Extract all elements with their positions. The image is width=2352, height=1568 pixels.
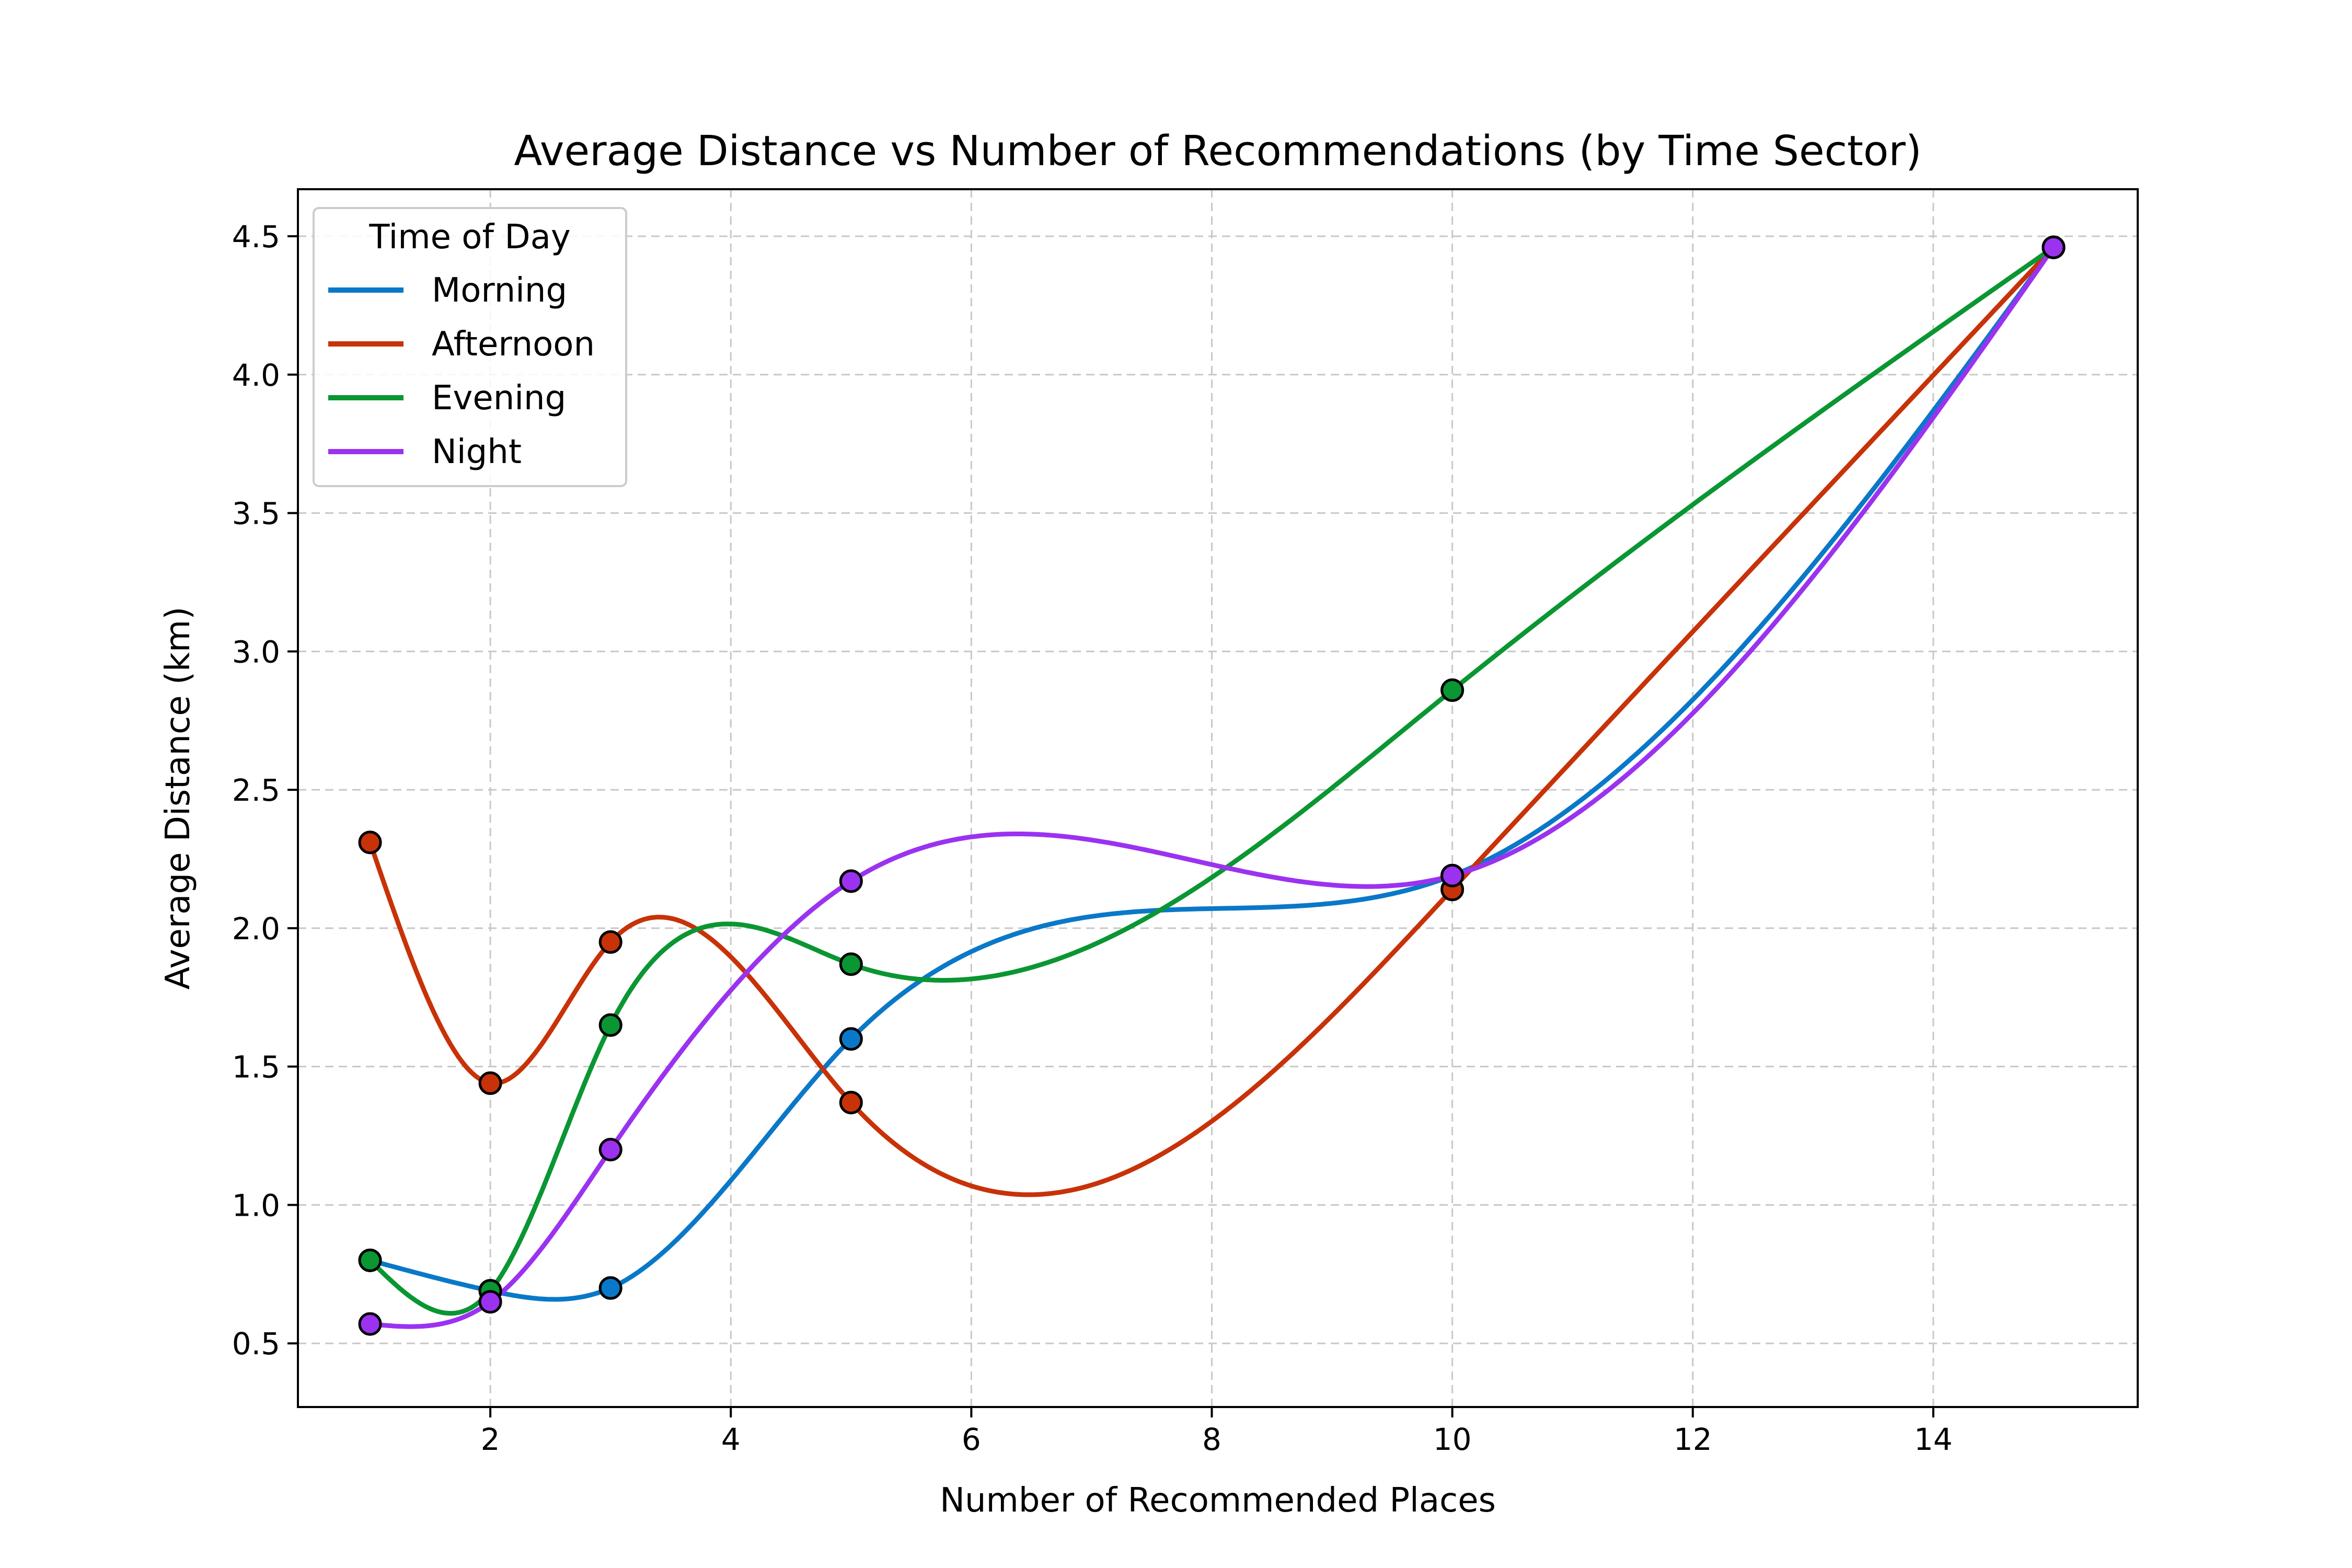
series-lines — [367, 245, 2056, 1329]
data-point-night — [478, 1290, 502, 1314]
x-tick-label: 8 — [1202, 1422, 1221, 1457]
y-tick-label: 0.5 — [232, 1326, 280, 1362]
legend-box — [313, 207, 627, 487]
legend-label-afternoon: Afternoon — [432, 325, 595, 364]
x-tick-label: 6 — [962, 1422, 981, 1457]
data-point-evening — [358, 1248, 382, 1272]
data-point-morning — [598, 1276, 622, 1300]
y-tick-label: 1.0 — [232, 1187, 280, 1223]
data-point-afternoon — [598, 930, 622, 954]
series-line-afternoon — [367, 245, 2056, 1197]
legend: Time of Day Morning Afternoon Evening Night — [313, 207, 627, 487]
legend-items: Morning Afternoon Evening Night — [328, 271, 595, 471]
data-point-morning — [839, 1027, 863, 1051]
x-tick-label: 12 — [1674, 1422, 1712, 1457]
data-point-evening — [1440, 678, 1465, 702]
data-point-night — [358, 1312, 382, 1336]
plot-frame — [297, 188, 2139, 1408]
x-tick-label: 2 — [481, 1422, 500, 1457]
y-tick-label: 2.0 — [232, 911, 280, 947]
y-tick-label: 1.5 — [232, 1050, 280, 1085]
data-point-night — [1440, 863, 1465, 887]
data-point-evening — [598, 1013, 622, 1037]
y-tick-label: 2.5 — [232, 773, 280, 808]
y-tick-label: 4.5 — [232, 219, 280, 255]
series-line-morning — [367, 245, 2056, 1302]
x-tick-label: 4 — [721, 1422, 741, 1457]
chart-title: Average Distance vs Number of Recommenda… — [514, 127, 1921, 175]
data-point-evening — [839, 952, 863, 976]
y-axis-ticks: 0.5 1.0 1.5 2.0 2.5 3.0 3.5 4.0 4.5 — [232, 219, 298, 1362]
y-axis-label: Average Distance (km) — [159, 607, 198, 990]
data-point-night — [2042, 235, 2066, 259]
legend-label-evening: Evening — [432, 379, 566, 418]
legend-label-night: Night — [432, 433, 522, 471]
x-axis-ticks: 2 4 6 8 10 12 14 — [481, 1407, 1953, 1457]
data-point-night — [598, 1138, 622, 1162]
data-point-night — [839, 869, 863, 893]
x-tick-label: 10 — [1433, 1422, 1472, 1457]
x-tick-label: 14 — [1914, 1422, 1953, 1457]
series-line-evening — [367, 245, 2056, 1316]
data-point-afternoon — [358, 831, 382, 855]
y-tick-label: 3.5 — [232, 496, 280, 532]
legend-label-morning: Morning — [432, 271, 567, 310]
legend-title: Time of Day — [368, 218, 570, 257]
series-line-night — [367, 245, 2056, 1329]
x-axis-label: Number of Recommended Places — [940, 1481, 1496, 1520]
y-tick-label: 4.0 — [232, 358, 280, 393]
series-markers — [358, 235, 2066, 1336]
data-point-afternoon — [839, 1091, 863, 1114]
y-tick-label: 3.0 — [232, 634, 280, 670]
data-point-afternoon — [478, 1071, 502, 1095]
